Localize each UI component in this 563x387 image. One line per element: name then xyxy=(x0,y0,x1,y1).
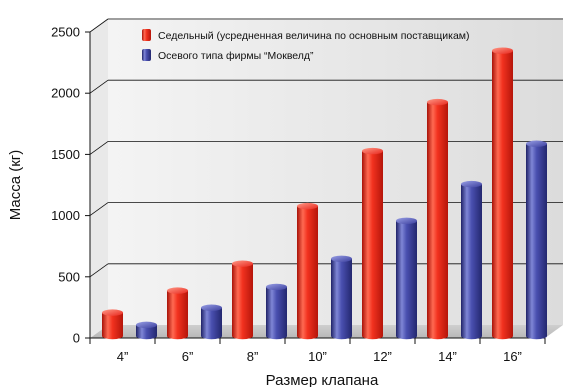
bar-axial xyxy=(396,217,417,340)
bar-axial xyxy=(331,255,352,340)
bar-axial xyxy=(526,140,547,340)
legend-label-saddle: Седельный (усредненная величина по основ… xyxy=(158,30,470,42)
x-tick-label: 10” xyxy=(308,349,327,364)
bar-axial xyxy=(136,321,157,340)
legend-swatch-saddle xyxy=(142,29,151,41)
x-axis-title: Размер клапана xyxy=(266,372,379,387)
bar-saddle xyxy=(362,147,383,340)
bar-axial xyxy=(266,283,287,340)
y-axis-ticks: 0 500 1000 1500 2000 2500 xyxy=(51,25,90,346)
plot-side-wall xyxy=(90,18,108,338)
y-tick-label: 500 xyxy=(58,269,80,284)
x-tick-label: 16” xyxy=(503,349,522,364)
bars xyxy=(102,47,547,340)
bar-axial xyxy=(461,180,482,340)
bar-saddle-body xyxy=(297,206,318,340)
gridline-diagonal xyxy=(89,141,109,155)
x-axis-ticks: 4” 6” 8” 10” 12” 14” 16” xyxy=(89,338,546,364)
bar-axial-cap xyxy=(461,180,482,188)
bar-saddle xyxy=(232,260,253,340)
bar-saddle xyxy=(102,309,123,340)
bar-axial-cap xyxy=(526,140,547,147)
bar-saddle xyxy=(297,202,318,340)
legend-label-axial: Осевого типа фирмы “Моквелд” xyxy=(158,50,314,62)
bar-axial-cap xyxy=(396,217,417,225)
y-tick-label: 1500 xyxy=(51,147,80,162)
bar-axial-body xyxy=(266,286,287,340)
gridlines xyxy=(89,18,563,278)
bar-axial-body xyxy=(136,324,157,340)
bar-saddle-cap xyxy=(232,260,253,267)
y-axis-title: Масса (кг) xyxy=(7,150,24,221)
y-tick-label: 1000 xyxy=(51,208,80,223)
x-tick-label: 12” xyxy=(373,349,392,364)
gridline-diagonal xyxy=(89,263,109,278)
y-tick-label: 0 xyxy=(73,331,80,346)
bar-saddle-body xyxy=(102,312,123,340)
x-tick-label: 6” xyxy=(182,349,194,364)
bar-axial-body xyxy=(201,307,222,340)
legend-item-saddle: Седельный (усредненная величина по основ… xyxy=(142,29,470,42)
bar-saddle-body xyxy=(362,151,383,340)
legend: Седельный (усредненная величина по основ… xyxy=(142,29,470,62)
legend-item-axial: Осевого типа фирмы “Моквелд” xyxy=(142,49,314,62)
bar-saddle-cap xyxy=(427,98,448,106)
bar-axial-body xyxy=(461,184,482,340)
bar-saddle xyxy=(427,98,448,340)
gridline-diagonal xyxy=(89,18,109,33)
bar-saddle-cap xyxy=(102,309,123,316)
bar-axial-cap xyxy=(201,304,222,311)
bar-saddle xyxy=(167,287,188,340)
legend-swatch-axial xyxy=(142,49,151,61)
bar-saddle xyxy=(492,47,513,340)
gridline-diagonal xyxy=(89,202,109,216)
bar-axial-cap xyxy=(331,255,352,262)
bar-saddle-cap xyxy=(362,147,383,155)
bar-axial-body xyxy=(331,258,352,340)
bar-saddle-body xyxy=(427,102,448,340)
bar-saddle-cap xyxy=(492,47,513,54)
bar-saddle-cap xyxy=(167,287,188,294)
bar-axial-cap xyxy=(266,283,287,291)
x-tick-label: 14” xyxy=(438,349,457,364)
bar-saddle-cap xyxy=(297,202,318,210)
bar-axial-body xyxy=(396,220,417,340)
x-tick-label: 8” xyxy=(247,349,259,364)
bar-saddle-body xyxy=(492,50,513,340)
bar-saddle-body xyxy=(232,263,253,340)
bar-axial-body xyxy=(526,143,547,340)
plot-back-wall xyxy=(108,18,563,325)
x-tick-label: 4” xyxy=(117,349,129,364)
bar-saddle-body xyxy=(167,290,188,340)
y-tick-label: 2000 xyxy=(51,86,80,101)
bar-axial xyxy=(201,304,222,340)
bar-axial-cap xyxy=(136,321,157,329)
gridline-diagonal xyxy=(89,79,109,94)
y-tick-label: 2500 xyxy=(51,25,80,40)
